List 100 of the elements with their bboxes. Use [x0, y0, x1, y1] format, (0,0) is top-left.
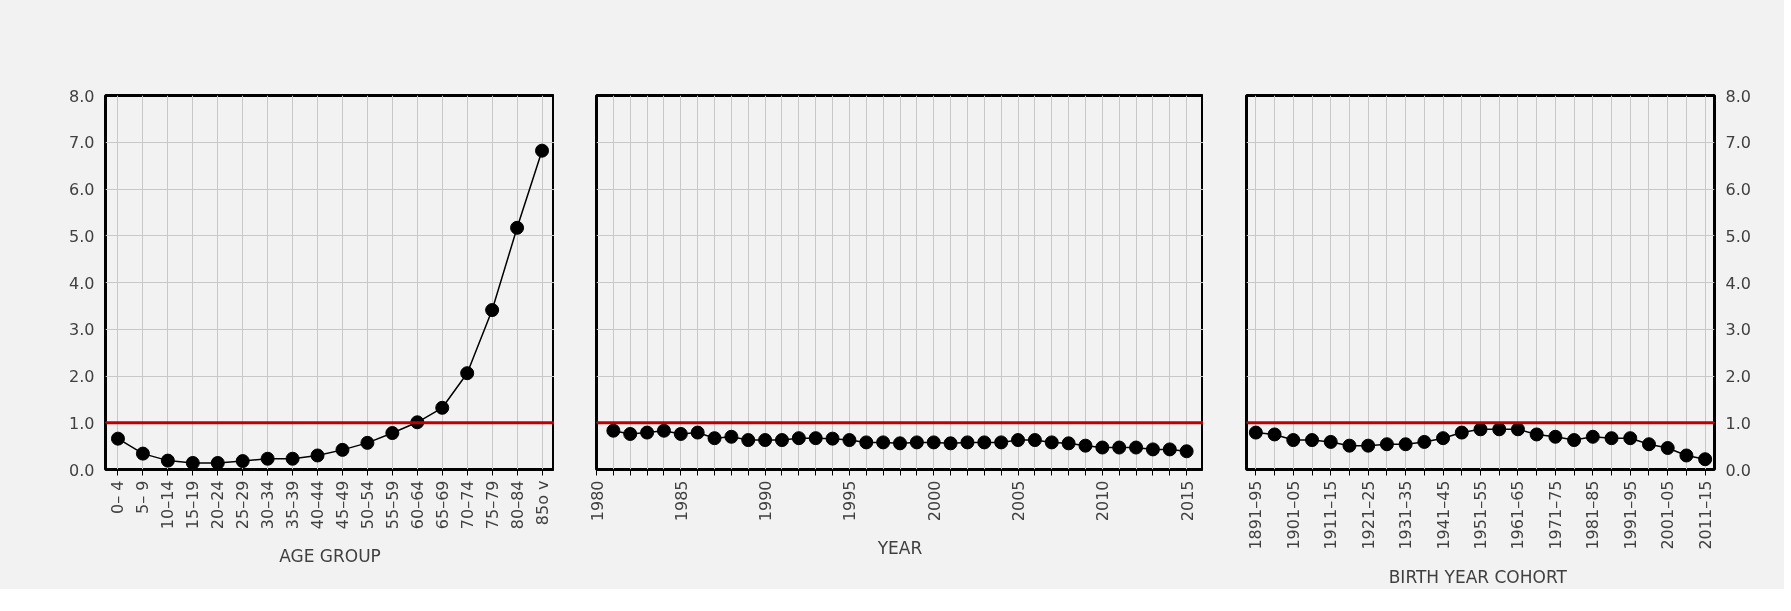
x-tick-label: 60–64 [407, 480, 427, 530]
y-tick-label: 0.0 [69, 460, 95, 480]
x-tick-label: 1891–95 [1246, 480, 1266, 550]
x-tick-label: 1961–65 [1508, 480, 1528, 550]
point [385, 426, 400, 441]
x-tick-label: 65–69 [432, 480, 452, 530]
point [1078, 438, 1093, 453]
point [1112, 440, 1127, 455]
point [1548, 429, 1563, 444]
point [1267, 427, 1282, 442]
x-tick-label: 35–39 [283, 480, 303, 530]
x-tick-label: 1901–05 [1283, 480, 1303, 550]
point [690, 425, 705, 440]
point [656, 423, 671, 438]
point [160, 453, 175, 468]
x-tick-label: 1980 [587, 480, 607, 522]
x-tick-label: 2005 [1009, 480, 1029, 522]
y-tick-label: 4.0 [1725, 273, 1751, 293]
y-tick-label: 5.0 [1725, 226, 1751, 246]
point [485, 303, 500, 318]
x-tick-label: 1921–25 [1358, 480, 1378, 550]
y-tick-label: 7.0 [1725, 133, 1751, 153]
point [724, 429, 739, 444]
y-tick-label: 2.0 [1725, 367, 1751, 386]
y-tick-label: 6.0 [69, 180, 95, 199]
point [1027, 433, 1042, 448]
point [1398, 437, 1413, 452]
x-tick-label: 1981–85 [1583, 480, 1603, 550]
x-tick-label: 1991–95 [1620, 480, 1640, 550]
x-tick-label: 1995 [840, 480, 860, 522]
point [1585, 429, 1600, 444]
x-tick-label: 2010 [1093, 480, 1113, 522]
point [1129, 440, 1144, 455]
point [842, 433, 857, 448]
y-tick-label: 0.0 [1725, 460, 1751, 480]
point [535, 143, 550, 158]
point [926, 435, 941, 450]
point [1510, 422, 1525, 437]
point [977, 435, 992, 450]
x-tick-label: 1941–45 [1433, 480, 1453, 550]
y-tick-label: 8.0 [1725, 86, 1751, 106]
point [235, 454, 250, 469]
point [1492, 422, 1507, 437]
point [1641, 437, 1656, 452]
point [859, 435, 874, 450]
point [1305, 433, 1320, 448]
point [640, 425, 655, 440]
x-tick-label: 30–34 [258, 480, 278, 530]
point [808, 431, 823, 446]
x-axis-title: YEAR [876, 538, 923, 559]
x-tick-label: 1951–55 [1471, 480, 1490, 550]
x-tick-label: 40–44 [308, 480, 328, 530]
point [876, 435, 891, 450]
x-tick-label: 1971–75 [1545, 480, 1565, 550]
point [460, 366, 475, 381]
x-axis-title: AGE GROUP [279, 546, 381, 567]
point [135, 446, 150, 461]
point [1529, 427, 1544, 442]
x-tick-label: 70–74 [457, 480, 477, 530]
point [1454, 425, 1469, 440]
y-tick-label: 6.0 [1725, 180, 1751, 199]
point [758, 433, 773, 448]
point [335, 442, 350, 457]
y-tick-label: 1.0 [1725, 413, 1751, 433]
x-tick-label: 85o v [532, 480, 552, 526]
point [110, 431, 125, 446]
x-tick-label: 25–29 [233, 480, 253, 530]
x-tick-label: 20–24 [208, 480, 228, 530]
x-tick-label: 2000 [924, 480, 944, 522]
point [260, 451, 275, 466]
point [1436, 431, 1451, 446]
y-tick-label: 2.0 [69, 367, 95, 386]
point [606, 423, 621, 438]
point [1061, 436, 1076, 451]
y-tick-label: 5.0 [69, 226, 95, 246]
y-tick-label: 8.0 [69, 86, 95, 106]
point [774, 433, 789, 448]
x-tick-label: 55–59 [382, 480, 402, 530]
point [1604, 431, 1619, 446]
point [943, 436, 958, 451]
point [210, 455, 225, 470]
point [994, 435, 1009, 450]
x-tick-label: 1985 [671, 480, 691, 522]
y-tick-label: 3.0 [1725, 320, 1751, 340]
x-tick-label: 75–79 [482, 480, 502, 530]
y-tick-label: 4.0 [69, 273, 95, 293]
point [1660, 441, 1675, 455]
point [1417, 434, 1432, 449]
point [1623, 431, 1638, 446]
x-tick-label: 2015 [1177, 480, 1197, 522]
x-tick-label: 5– 9 [133, 480, 153, 514]
point [435, 400, 450, 415]
point [960, 435, 975, 450]
x-tick-label: 15–19 [183, 480, 203, 530]
point [1095, 440, 1110, 455]
point [310, 448, 325, 463]
point [909, 435, 924, 450]
point [1679, 448, 1694, 463]
x-tick-label: 50–54 [357, 480, 377, 530]
point [791, 431, 806, 446]
